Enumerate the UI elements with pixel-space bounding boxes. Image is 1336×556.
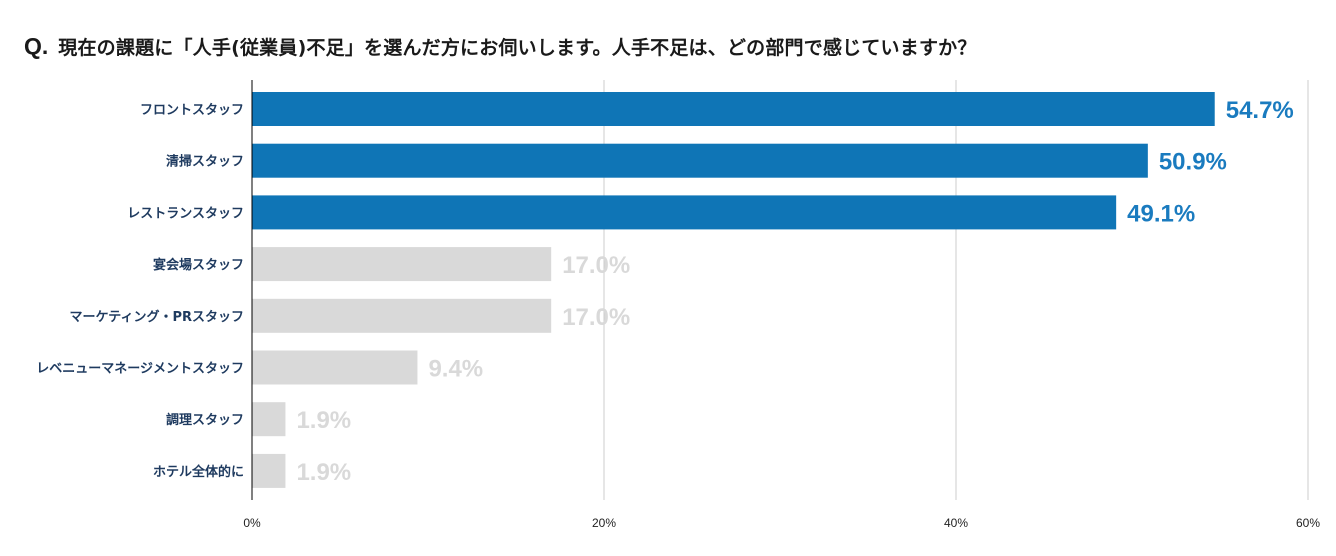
value-label-1: 50.9%	[1159, 149, 1227, 176]
category-label-3: 宴会場スタッフ	[153, 257, 244, 273]
category-label-4: マーケティング・PRスタッフ	[70, 309, 245, 325]
question-title: Q. 現在の課題に「人手(従業員)不足」を選んだ方にお伺いします。人手不足は、ど…	[24, 28, 977, 64]
value-label-4: 17.0%	[562, 304, 630, 331]
value-label-5: 9.4%	[428, 356, 483, 383]
question-text: 現在の課題に「人手(従業員)不足」を選んだ方にお伺いします。人手不足は、どの部門…	[58, 36, 977, 59]
bar-0	[252, 92, 1215, 126]
question-prefix: Q.	[24, 32, 49, 59]
bar-6	[252, 402, 286, 437]
x-tick-label-0: 0%	[243, 516, 261, 530]
bar-3	[252, 247, 552, 282]
value-label-7: 1.9%	[296, 459, 351, 486]
x-tick-label-1: 20%	[592, 516, 616, 530]
bar-4	[252, 298, 552, 333]
x-tick-label-3: 60%	[1296, 516, 1320, 530]
category-label-6: 調理スタッフ	[166, 412, 244, 428]
value-label-2: 49.1%	[1127, 200, 1195, 227]
bar-5	[252, 350, 418, 385]
value-label-3: 17.0%	[562, 252, 630, 279]
bar-7	[252, 453, 286, 488]
bar-1	[252, 143, 1148, 178]
category-label-1: 清掃スタッフ	[166, 154, 244, 170]
category-label-5: レベニューマネージメントスタッフ	[36, 362, 244, 377]
x-tick-label-2: 40%	[944, 516, 968, 530]
category-label-2: レストランスタッフ	[127, 206, 244, 221]
category-label-7: ホテル全体的に	[153, 464, 244, 480]
value-label-0: 54.7%	[1226, 97, 1294, 124]
bar-2	[252, 195, 1117, 230]
category-label-0: フロントスタッフ	[140, 103, 244, 118]
value-label-6: 1.9%	[296, 407, 351, 434]
